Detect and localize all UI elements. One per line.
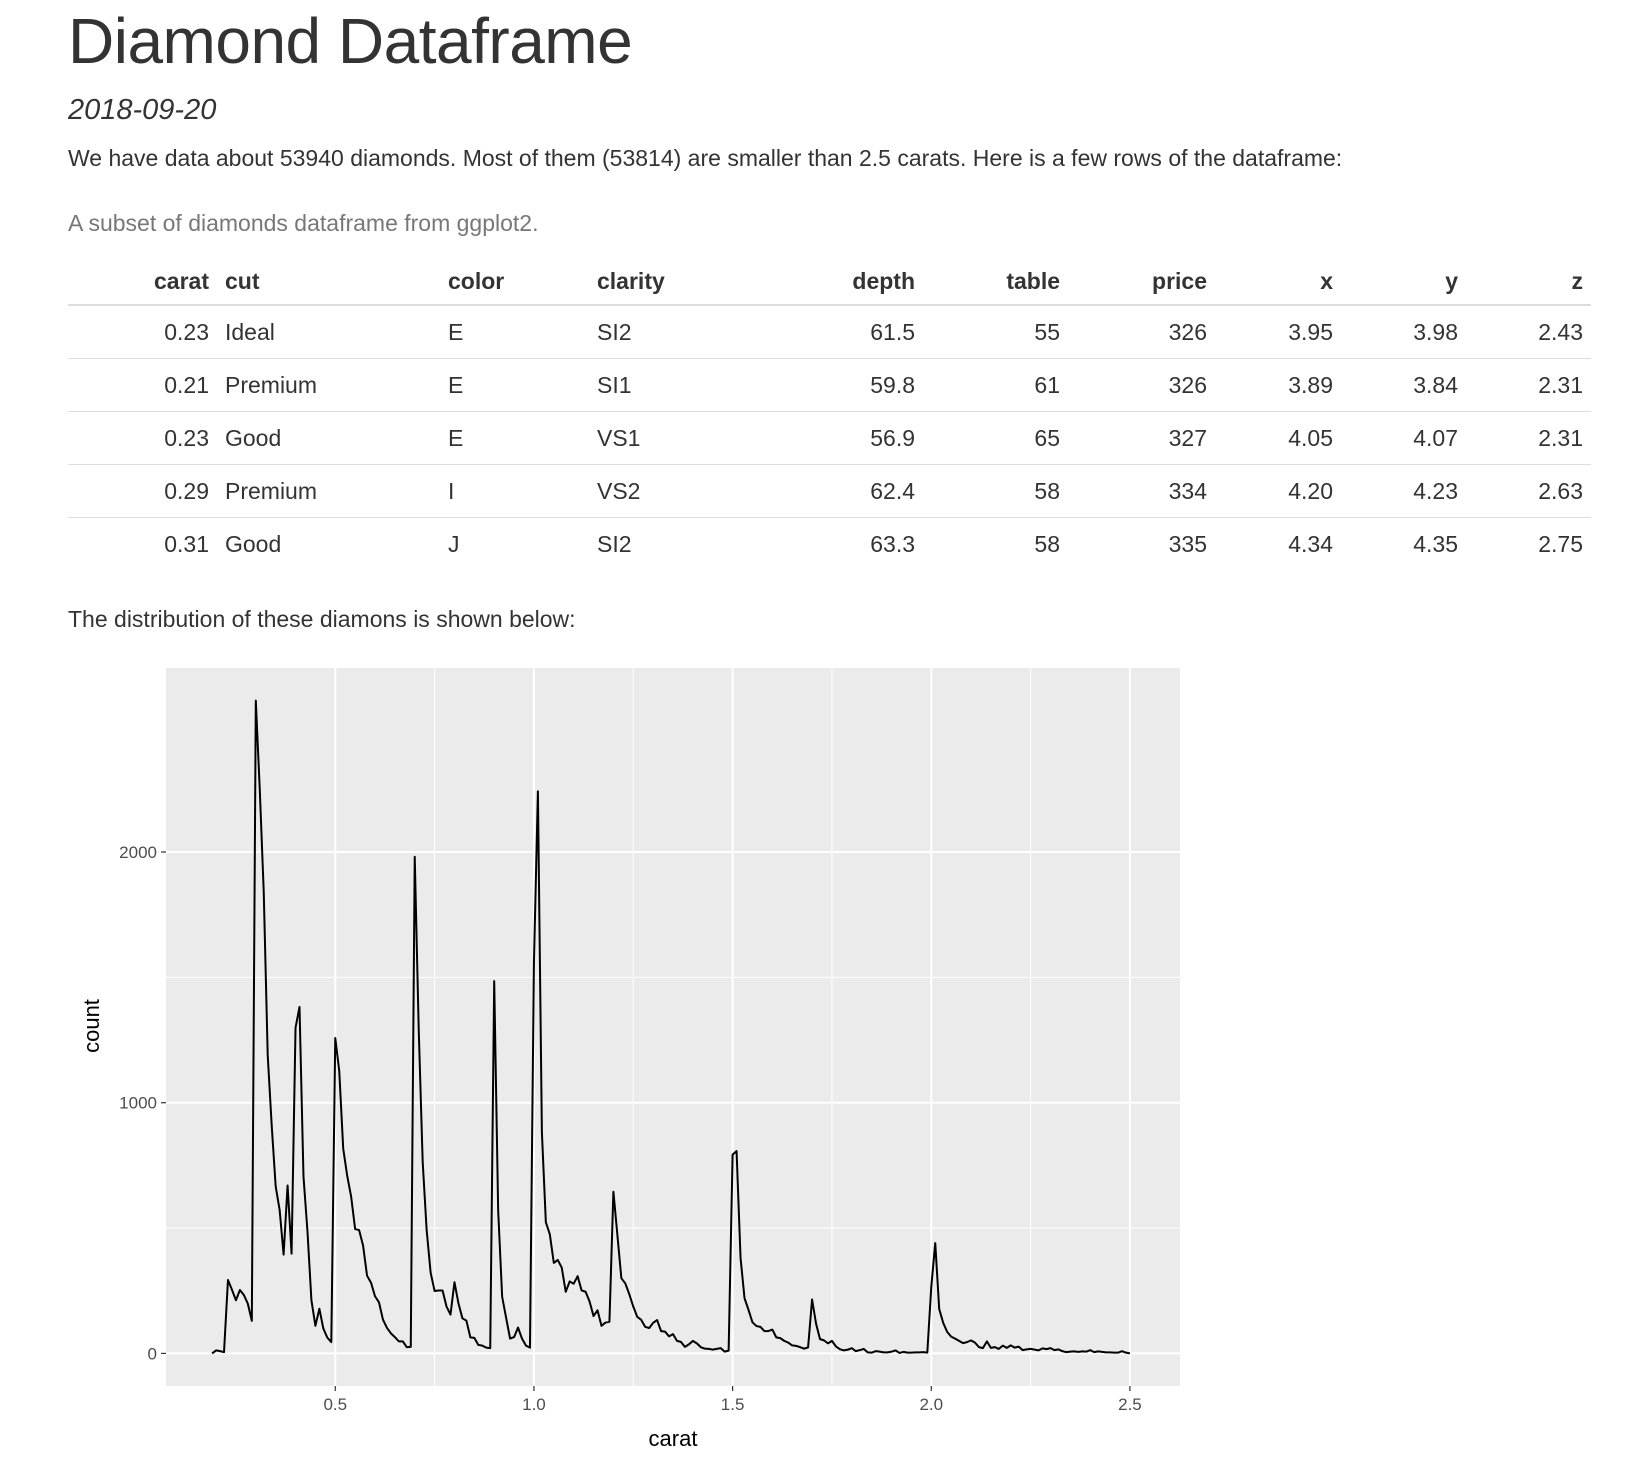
table-cell: 326	[1068, 358, 1215, 412]
table-cell: 4.20	[1215, 464, 1341, 518]
table-cell: SI1	[589, 358, 789, 412]
x-tick-label: 2.5	[1118, 1395, 1142, 1414]
table-cell: 2.31	[1466, 358, 1591, 412]
line	[211, 699, 1131, 1355]
table-cell: E	[440, 411, 589, 465]
table-cell: Premium	[217, 464, 440, 518]
chart: carat count 0.5 1.0 1.5 2.0 2.5 0 1000 2000	[79, 668, 1180, 1451]
table-row: 0.23 Good E VS1 56.9 65 327 4.05 4.07 2.31	[68, 411, 1591, 465]
column-header: table	[923, 258, 1068, 306]
table-cell: 0.21	[68, 358, 217, 412]
table-cell: 3.84	[1341, 358, 1466, 412]
column-header: clarity	[589, 258, 789, 306]
table-caption: A subset of diamonds dataframe from ggpl…	[68, 210, 539, 236]
table-cell: 4.35	[1341, 517, 1466, 570]
table-cell: 56.9	[789, 411, 923, 465]
x-tick-label: 2.0	[919, 1395, 943, 1414]
column-header: y	[1341, 258, 1466, 306]
column-header: price	[1068, 258, 1215, 306]
table-cell: 2.75	[1466, 517, 1591, 570]
table-cell: 0.23	[68, 411, 217, 465]
table-cell: 63.3	[789, 517, 923, 570]
page-title: Diamond Dataframe	[68, 5, 633, 77]
table-cell: 4.07	[1341, 411, 1466, 465]
x-axis-title: carat	[649, 1426, 698, 1451]
table-cell: 334	[1068, 464, 1215, 518]
table-cell: SI2	[589, 304, 789, 359]
table-cell: 3.95	[1215, 304, 1341, 359]
column-header: carat	[68, 258, 217, 306]
column-header: x	[1215, 258, 1341, 306]
table-cell: 4.05	[1215, 411, 1341, 465]
table-cell: 55	[923, 304, 1068, 359]
column-header: color	[440, 258, 589, 306]
table-cell: 0.31	[68, 517, 217, 570]
table-row: 0.23 Ideal E SI2 61.5 55 326 3.95 3.98 2.43	[68, 304, 1591, 359]
y-tick-label: 1000	[119, 1094, 157, 1113]
table-cell: I	[440, 464, 589, 518]
table-cell: 4.23	[1341, 464, 1466, 518]
table-cell: VS1	[589, 411, 789, 465]
table-cell: 3.89	[1215, 358, 1341, 412]
data-table: carat cut color clarity depth table price x y z 0…	[68, 258, 1591, 570]
table-cell: J	[440, 517, 589, 570]
table-cell: VS2	[589, 464, 789, 518]
table-cell: 58	[923, 517, 1068, 570]
table-cell: Good	[217, 411, 440, 465]
table-cell: 0.23	[68, 304, 217, 359]
table-cell: 61	[923, 358, 1068, 412]
column-header: cut	[217, 258, 440, 306]
table-cell: 0.29	[68, 464, 217, 518]
table-cell: 2.63	[1466, 464, 1591, 518]
table-row: 0.21 Premium E SI1 59.8 61 326 3.89 3.84 2.31	[68, 358, 1591, 412]
table-cell: 2.43	[1466, 304, 1591, 359]
plot-panel	[166, 668, 1180, 1386]
table-cell: Ideal	[217, 304, 440, 359]
table-cell: 61.5	[789, 304, 923, 359]
outro-text: The distribution of these diamons is sho…	[68, 606, 576, 632]
table-cell: Premium	[217, 358, 440, 412]
header-row: carat cut color clarity depth table price x y z	[68, 258, 1591, 306]
table-row: 0.29 Premium I VS2 62.4 58 334 4.20 4.23 2.63	[68, 464, 1591, 518]
table-cell: 327	[1068, 411, 1215, 465]
table-cell: 4.34	[1215, 517, 1341, 570]
intro-text: We have data about 53940 diamonds. Most …	[68, 145, 1343, 171]
y-axis-title: count	[79, 999, 104, 1053]
x-tick-label: 1.0	[522, 1395, 546, 1414]
table-cell: 58	[923, 464, 1068, 518]
table-cell: 2.31	[1466, 411, 1591, 465]
y-tick-label: 0	[148, 1344, 157, 1363]
column-header: depth	[789, 258, 923, 306]
table-cell: 326	[1068, 304, 1215, 359]
table-cell: 335	[1068, 517, 1215, 570]
table-cell: 65	[923, 411, 1068, 465]
x-tick-label: 0.5	[323, 1395, 347, 1414]
table-cell: Good	[217, 517, 440, 570]
column-header: z	[1466, 258, 1591, 306]
table-cell: 59.8	[789, 358, 923, 412]
table-cell: SI2	[589, 517, 789, 570]
x-tick-label: 1.5	[721, 1395, 745, 1414]
y-tick-label: 2000	[119, 843, 157, 862]
date: 2018-09-20	[68, 94, 217, 126]
table-cell: 3.98	[1341, 304, 1466, 359]
table-cell: E	[440, 358, 589, 412]
table-cell: 62.4	[789, 464, 923, 518]
table-body: 0.23 Ideal E SI2 61.5 55 326 3.95 3.98 2.43 0.21 Pr…	[68, 304, 1591, 570]
table-row: 0.31 Good J SI2 63.3 58 335 4.34 4.35 2.75	[68, 517, 1591, 570]
table-cell: E	[440, 304, 589, 359]
